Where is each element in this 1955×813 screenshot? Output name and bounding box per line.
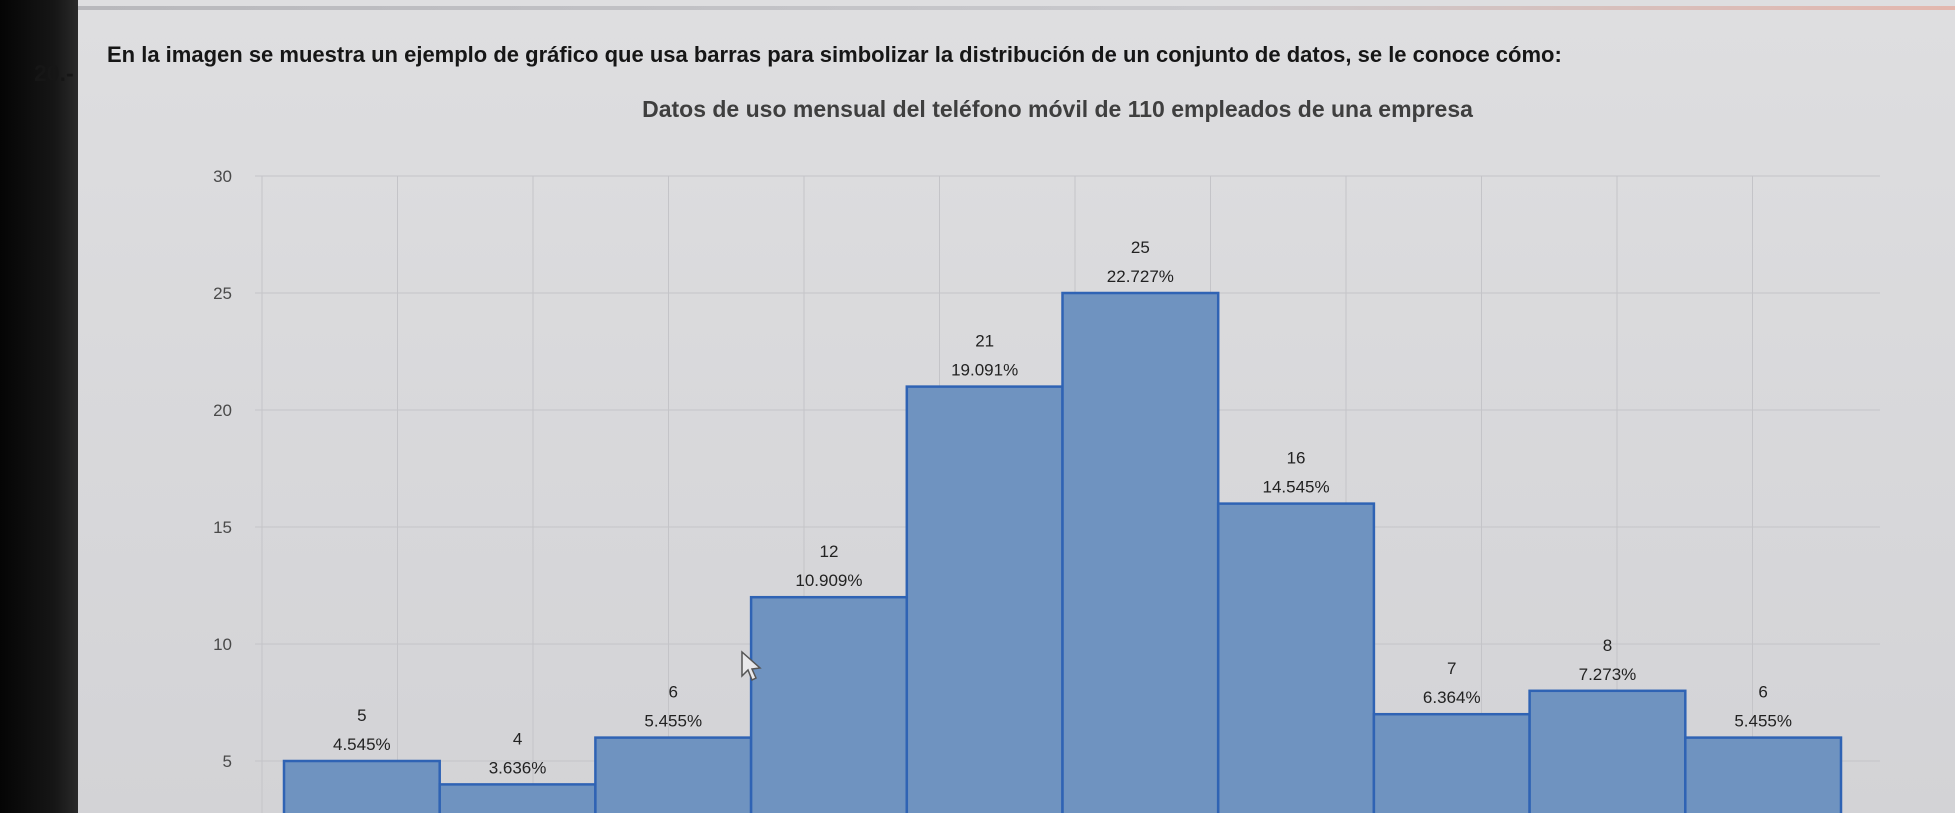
bar-percent-label: 22.727%: [1107, 267, 1174, 286]
bars: [282, 291, 1843, 813]
bar-percent-label: 10.909%: [795, 571, 862, 590]
question-number: 20.-: [34, 60, 74, 86]
bar-count-label: 7: [1447, 659, 1456, 678]
bar-count-label: 21: [975, 332, 994, 351]
bar-count-label: 5: [357, 706, 366, 725]
bar-count-label: 12: [819, 542, 838, 561]
bar-count-label: 16: [1287, 449, 1306, 468]
histogram-bar: [1061, 291, 1220, 813]
y-tick-label: 15: [213, 518, 232, 537]
bar-count-label: 25: [1131, 238, 1150, 257]
bar-percent-label: 14.545%: [1262, 478, 1329, 497]
bar-count-label: 6: [1758, 683, 1767, 702]
y-axis: 5 10 15 20 25 30: [213, 167, 232, 771]
histogram-bar: [282, 759, 441, 813]
chart-title: Datos de uso mensual del teléfono móvil …: [642, 96, 1473, 122]
y-tick-label: 10: [213, 635, 232, 654]
bar-count-label: 6: [669, 683, 678, 702]
bar-percent-label: 3.636%: [489, 758, 547, 777]
bar-percent-label: 4.545%: [333, 735, 391, 754]
bar-percent-label: 6.364%: [1423, 688, 1481, 707]
y-tick-label: 20: [213, 401, 232, 420]
histogram-bar: [438, 783, 597, 813]
histogram-bar: [749, 595, 909, 813]
bar-count-label: 4: [513, 729, 522, 748]
histogram-bar: [1528, 689, 1687, 813]
bar-percent-label: 5.455%: [644, 712, 702, 731]
data-labels: 4.545% 5 3.636% 4 5.455% 6 10.909% 12 19.091% 21 2…: [333, 238, 1792, 777]
mouse-cursor-icon: [741, 650, 762, 682]
page-top-divider: [78, 6, 1955, 10]
y-tick-label: 5: [223, 752, 232, 771]
bar-percent-label: 5.455%: [1734, 712, 1792, 731]
bar-percent-label: 19.091%: [951, 361, 1018, 380]
histogram-bar: [905, 385, 1064, 813]
screen-bezel: [0, 0, 78, 813]
question-text: En la imagen se muestra un ejemplo de gr…: [107, 42, 1562, 67]
y-tick-label: 30: [213, 167, 232, 186]
bar-percent-label: 7.273%: [1579, 665, 1637, 684]
histogram-bar: [1372, 712, 1531, 813]
histogram-bar: [1216, 502, 1376, 813]
y-tick-label: 25: [213, 284, 232, 303]
histogram-bar: [594, 736, 753, 813]
histogram-bar: [1684, 736, 1843, 813]
bar-count-label: 8: [1603, 636, 1612, 655]
